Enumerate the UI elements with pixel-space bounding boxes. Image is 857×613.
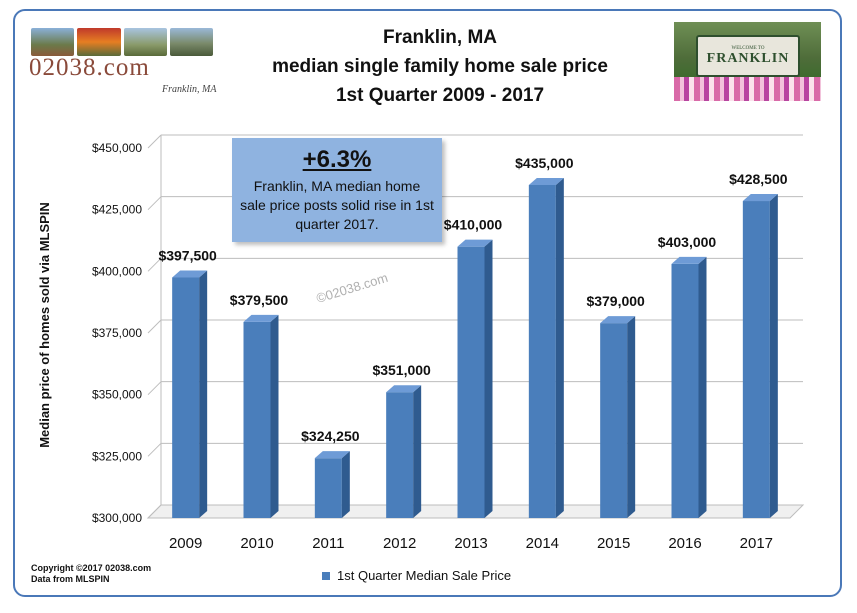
bar-side — [555, 178, 564, 518]
copyright-line: Copyright ©2017 02038.com — [31, 563, 152, 573]
x-tick-label: 2011 — [312, 535, 344, 552]
bar-top — [243, 314, 279, 322]
gridline-depth — [147, 504, 162, 519]
copyright-note: Copyright ©2017 02038.com Data from MLSP… — [31, 563, 151, 585]
bar-side — [627, 316, 636, 518]
bar-side — [484, 239, 493, 518]
bar — [314, 451, 350, 518]
franklin-sign-photo: WELCOME TO FRANKLIN — [674, 22, 821, 101]
data-label: $324,250 — [301, 428, 360, 444]
y-tick-label: $325,000 — [92, 449, 142, 463]
x-tick-label: 2014 — [526, 535, 559, 552]
data-label: $435,000 — [515, 155, 574, 171]
bar-top — [600, 316, 636, 324]
bar-side — [270, 314, 279, 518]
legend-swatch — [322, 571, 330, 580]
callout-box: +6.3% Franklin, MA median home sale pric… — [232, 138, 442, 242]
data-source-line: Data from MLSPIN — [31, 574, 110, 584]
x-tick-label: 2016 — [668, 535, 701, 552]
y-tick-label: $300,000 — [92, 511, 142, 525]
bar-front — [671, 263, 699, 518]
bar-top — [671, 256, 707, 264]
y-tick-label: $350,000 — [92, 388, 142, 402]
x-tick-label: 2010 — [240, 535, 273, 552]
bar — [671, 256, 707, 518]
sign-small-text: WELCOME TO — [731, 45, 765, 51]
legend: 1st Quarter Median Sale Price — [322, 568, 511, 583]
gridline-depth — [147, 442, 162, 457]
data-label: $379,500 — [230, 292, 289, 308]
chart-title-line-2: median single family home sale price — [272, 56, 608, 77]
logo-town-text: Franklin, MA — [162, 84, 217, 95]
bar-side — [413, 385, 422, 518]
sign-name-text: FRANKLIN — [706, 50, 790, 66]
gridline-depth — [147, 134, 162, 149]
bar-side — [769, 194, 778, 519]
bar-top — [457, 239, 493, 247]
gridline-depth — [147, 319, 162, 334]
bar — [243, 314, 279, 518]
callout-text: Franklin, MA median home sale price post… — [240, 178, 434, 232]
sign-board: WELCOME TO FRANKLIN — [696, 35, 800, 77]
flower-bed — [674, 77, 821, 101]
y-axis-title: Median price of homes sold via MLSPIN — [37, 202, 52, 448]
bar-front — [528, 185, 556, 518]
chart-title-line-1: Franklin, MA — [382, 27, 497, 48]
bar-top — [742, 194, 778, 202]
y-tick-label: $450,000 — [92, 141, 142, 155]
chart-title-line-3: 1st Quarter 2009 - 2017 — [335, 85, 545, 106]
x-tick-label: 2017 — [740, 535, 773, 552]
bar — [742, 194, 778, 519]
x-tick-label: 2015 — [597, 535, 630, 552]
data-label: $403,000 — [658, 234, 717, 250]
gridline-depth — [147, 381, 162, 396]
logo-photos — [31, 28, 213, 56]
bar-top — [386, 385, 422, 393]
bar-front — [457, 246, 485, 518]
data-label: $351,000 — [372, 362, 431, 378]
bar — [600, 316, 636, 518]
x-tick-label: 2009 — [169, 535, 202, 552]
gridline-depth — [147, 196, 162, 211]
bar-side — [341, 451, 350, 518]
bar — [172, 270, 208, 518]
bar-side — [199, 270, 208, 518]
bar-front — [600, 323, 628, 518]
bar-front — [172, 277, 200, 518]
x-tick-label: 2013 — [454, 535, 487, 552]
data-label: $379,000 — [586, 293, 645, 309]
logo-site-text: 02038.com — [29, 54, 150, 81]
bar — [528, 178, 564, 518]
legend-label: 1st Quarter Median Sale Price — [337, 568, 512, 583]
data-label: $410,000 — [444, 217, 503, 233]
bar-side — [698, 256, 707, 518]
bar-front — [386, 392, 414, 518]
bar-top — [528, 178, 564, 185]
bar-front — [314, 458, 342, 518]
y-tick-label: $375,000 — [92, 326, 142, 340]
watermark: ©02038.com — [314, 270, 389, 306]
callout-percent: +6.3% — [302, 146, 372, 173]
gridline-depth — [147, 257, 162, 272]
bar-top — [172, 270, 208, 278]
bar-top — [314, 451, 350, 459]
x-tick-label: 2012 — [383, 535, 416, 552]
data-label: $397,500 — [158, 248, 217, 264]
data-label: $428,500 — [729, 171, 788, 187]
bar-front — [742, 201, 770, 519]
y-tick-label: $425,000 — [92, 203, 142, 217]
bar — [457, 239, 493, 518]
y-tick-label: $400,000 — [92, 264, 142, 278]
bar — [386, 385, 422, 518]
bar-front — [243, 321, 271, 518]
